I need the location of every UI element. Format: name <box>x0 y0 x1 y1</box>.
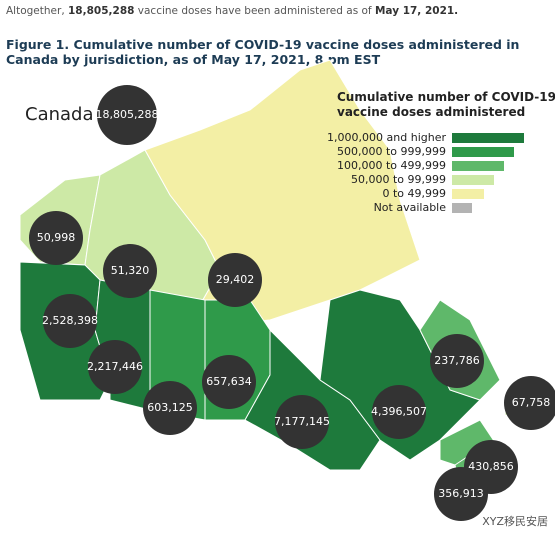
intro-total: 18,805,288 <box>68 5 135 17</box>
value-circle <box>143 381 197 435</box>
value-label: 51,320 <box>111 264 150 277</box>
value-circle <box>202 355 256 409</box>
country-label: Canada <box>25 104 94 125</box>
legend-swatch <box>452 175 494 185</box>
value-label: 237,786 <box>434 354 480 367</box>
value-label: 50,998 <box>37 231 76 244</box>
value-label: 67,758 <box>512 396 551 409</box>
total-value: 18,805,288 <box>96 108 159 121</box>
value-circle <box>29 211 83 265</box>
legend-swatch <box>452 203 472 213</box>
legend-label: 50,000 to 99,999 <box>351 173 446 186</box>
figure-title: Figure 1. Cumulative number of COVID-19 … <box>6 37 520 67</box>
legend-title-line: Cumulative number of COVID-19 <box>337 90 555 104</box>
value-label: 356,913 <box>438 487 484 500</box>
total-circle <box>97 85 157 145</box>
value-label: 4,396,507 <box>371 405 427 418</box>
value-circle <box>275 395 329 449</box>
legend-swatch <box>452 161 504 171</box>
watermark: XYZ移民安居 <box>482 514 548 528</box>
value-circle <box>103 244 157 298</box>
value-label: 29,402 <box>216 273 255 286</box>
legend-label: 500,000 to 999,999 <box>337 145 446 158</box>
value-circle <box>430 334 484 388</box>
intro-text: vaccine doses have been administered as … <box>137 5 372 17</box>
legend-label: 1,000,000 and higher <box>327 131 446 144</box>
value-circles: 50,998 51,320 29,402 2,528,398 2,217,446 603,… <box>29 211 555 521</box>
value-label: 2,528,398 <box>42 314 98 327</box>
value-circle <box>504 376 555 430</box>
value-circle <box>43 294 97 348</box>
value-label: 603,125 <box>147 401 193 414</box>
value-circle <box>372 385 426 439</box>
legend-label: 100,000 to 499,999 <box>337 159 446 172</box>
legend-swatch <box>452 147 514 157</box>
legend-label: 0 to 49,999 <box>382 187 446 200</box>
value-circle <box>434 467 488 521</box>
value-label: 430,856 <box>468 460 514 473</box>
legend-swatch <box>452 189 484 199</box>
intro-date: May 17, 2021. <box>374 5 459 17</box>
value-circle <box>88 340 142 394</box>
legend-title: Cumulative number of COVID-19 vaccine dos… <box>337 90 555 119</box>
legend-swatch <box>452 133 524 143</box>
value-circle <box>208 253 262 307</box>
value-label: 657,634 <box>206 375 252 388</box>
value-label: 7,177,145 <box>274 415 330 428</box>
intro-text: Altogether, <box>6 5 65 17</box>
intro: Altogether, 18,805,288 vaccine doses hav… <box>6 5 458 17</box>
legend-title-line: vaccine doses administered <box>337 105 525 119</box>
value-label: 2,217,446 <box>87 360 143 373</box>
legend-label: Not available <box>374 201 447 214</box>
